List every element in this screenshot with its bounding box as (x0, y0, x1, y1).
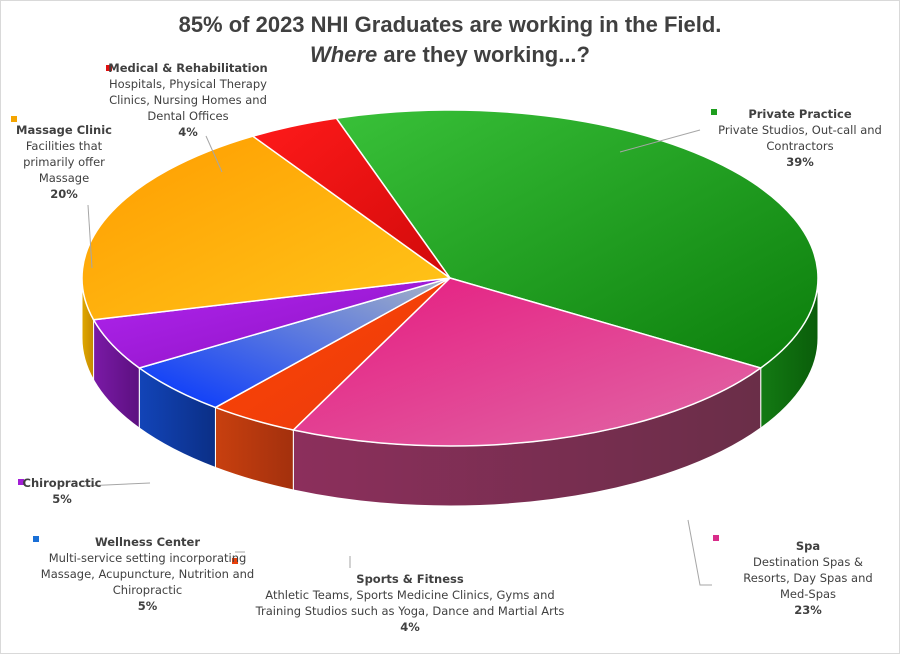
pie-slice-medical-rehabilitation (251, 117, 451, 279)
label-wellness-center-value: 5% (137, 599, 158, 613)
legend-key-massage-clinic (11, 116, 17, 122)
leader-line-massage-clinic (87, 204, 93, 269)
label-massage-clinic-value: 20% (50, 187, 78, 201)
label-spa: Spa Destination Spas & Resorts, Day Spas… (718, 538, 898, 618)
label-chiropractic: Chiropractic 5% (22, 475, 102, 507)
label-medical-rehabilitation-desc: Hospitals, Physical Therapy Clinics, Nur… (109, 77, 267, 123)
legend-key-chiropractic (18, 479, 24, 485)
legend-key-medical-rehabilitation (106, 65, 112, 71)
chart-title-emphasis: Where (310, 42, 378, 67)
pie-sides (81, 277, 819, 507)
chart-title: 85% of 2023 NHI Graduates are working in… (0, 10, 900, 70)
legend-key-wellness-center (33, 536, 39, 542)
label-sports-fitness: Sports & Fitness Athletic Teams, Sports … (240, 571, 580, 635)
label-wellness-center-desc: Multi-service setting incorporating Mass… (40, 551, 255, 597)
chart-title-rest: are they working...? (377, 42, 590, 67)
pie-slice-massage-clinic (81, 135, 453, 321)
label-sports-fitness-desc: Athletic Teams, Sports Medicine Clinics,… (255, 588, 565, 618)
label-medical-rehabilitation-value: 4% (178, 125, 198, 139)
label-private-practice-value: 39% (786, 155, 814, 169)
leader-line-private-practice (619, 129, 701, 153)
label-sports-fitness-value: 4% (400, 620, 420, 634)
leader-line-medical-rehabilitation (205, 135, 223, 173)
leader-line-chiropractic (83, 482, 151, 487)
label-wellness-center: Wellness Center Multi-service setting in… (40, 534, 255, 614)
label-medical-rehabilitation-name: Medical & Rehabilitation (108, 61, 268, 75)
chart-title-line1: 85% of 2023 NHI Graduates are working in… (178, 12, 722, 37)
label-private-practice-name: Private Practice (748, 107, 852, 121)
label-sports-fitness-name: Sports & Fitness (356, 572, 464, 586)
label-chiropractic-name: Chiropractic (22, 476, 102, 490)
label-wellness-center-name: Wellness Center (94, 535, 201, 549)
label-spa-name: Spa (795, 539, 821, 553)
leader-line-spa (687, 519, 712, 586)
label-spa-value: 23% (794, 603, 822, 617)
label-private-practice-desc: Private Studios, Out-call and Contractor… (718, 123, 882, 153)
label-massage-clinic: Massage Clinic Facilities that primarily… (14, 122, 114, 202)
chart-title-line2: Where are they working...? (0, 40, 900, 70)
legend-key-private-practice (711, 109, 717, 115)
label-spa-desc: Destination Spas & Resorts, Day Spas and… (743, 555, 873, 601)
leader-lines (83, 129, 712, 586)
label-chiropractic-value: 5% (52, 492, 72, 506)
label-massage-clinic-name: Massage Clinic (16, 123, 112, 137)
legend-key-spa (713, 535, 719, 541)
label-private-practice: Private Practice Private Studios, Out-ca… (700, 106, 900, 170)
label-medical-rehabilitation: Medical & Rehabilitation Hospitals, Phys… (104, 60, 272, 140)
pie-slice-private-practice (334, 109, 819, 369)
pie-tops (81, 109, 819, 447)
pie-slice-spa (291, 277, 763, 447)
legend-key-sports-fitness (232, 558, 238, 564)
label-massage-clinic-desc: Facilities that primarily offer Massage (23, 139, 105, 185)
